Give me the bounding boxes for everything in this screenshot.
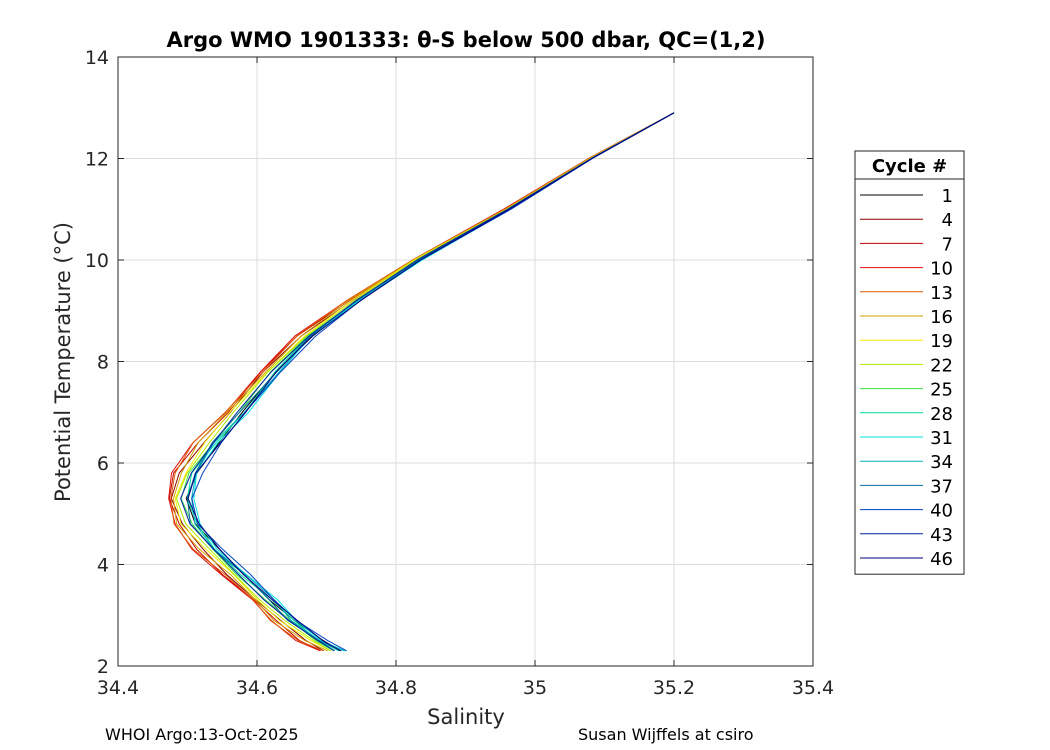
y-tick-label: 8 (97, 352, 109, 374)
legend-label: 10 (930, 259, 953, 280)
profile-line-cycle-16 (173, 112, 675, 652)
legend-label: 40 (930, 501, 953, 522)
axis-ticks: 34.4 34.6 34.8 35 35.2 35.4 2 4 6 8 10 12 14 (85, 47, 834, 699)
legend-label: 31 (930, 428, 953, 449)
profile-lines (168, 112, 675, 652)
legend-label: 34 (930, 452, 953, 473)
y-tick-label: 10 (85, 250, 109, 272)
x-tick-label: 35.4 (792, 677, 834, 699)
legend-label: 4 (942, 210, 953, 231)
profile-line-cycle-10 (168, 112, 675, 652)
x-tick-label: 35 (523, 677, 547, 699)
legend-label: 25 (930, 380, 953, 401)
legend-label: 13 (930, 283, 953, 304)
profile-line-cycle-28 (186, 112, 675, 652)
y-tick-label: 14 (85, 47, 109, 69)
x-tick-label: 34.4 (97, 677, 139, 699)
footer-author: Susan Wijffels at csiro (578, 725, 754, 744)
legend-label: 19 (930, 331, 953, 352)
chart-title: Argo WMO 1901333: θ-S below 500 dbar, QC… (167, 28, 766, 52)
legend-label: 7 (942, 234, 953, 255)
profile-line-cycle-34 (191, 112, 675, 652)
legend-label: 37 (930, 476, 953, 497)
x-axis-label: Salinity (427, 705, 505, 729)
profile-line-cycle-4 (170, 112, 675, 652)
profile-line-cycle-40 (191, 112, 675, 652)
y-tick-label: 4 (97, 555, 109, 577)
profile-line-cycle-43 (180, 112, 675, 652)
legend-label: 28 (930, 404, 953, 425)
y-tick-label: 6 (97, 453, 109, 475)
legend: Cycle # 1 4 7 10 13 16 19 22 25 28 31 34 37 40 43 46 (854, 150, 965, 575)
profile-line-cycle-19 (174, 112, 675, 652)
legend-label: 1 (942, 186, 953, 207)
y-axis-label: Potential Temperature (°C) (51, 222, 75, 502)
legend-label: 46 (930, 549, 953, 570)
footer-date: WHOI Argo:13-Oct-2025 (105, 725, 299, 744)
legend-label: 22 (930, 355, 953, 376)
legend-label: 43 (930, 525, 953, 546)
profile-line-cycle-22 (176, 112, 675, 652)
y-tick-label: 12 (85, 149, 109, 171)
y-tick-label: 2 (97, 656, 109, 678)
x-tick-label: 34.6 (236, 677, 278, 699)
x-tick-label: 35.2 (653, 677, 695, 699)
legend-title: Cycle # (872, 156, 947, 177)
profile-line-cycle-37 (186, 112, 675, 652)
profile-line-cycle-31 (193, 112, 675, 652)
x-tick-label: 34.8 (375, 677, 417, 699)
legend-label: 16 (930, 307, 953, 328)
legend-box (854, 150, 965, 575)
profile-line-cycle-46 (187, 112, 675, 652)
